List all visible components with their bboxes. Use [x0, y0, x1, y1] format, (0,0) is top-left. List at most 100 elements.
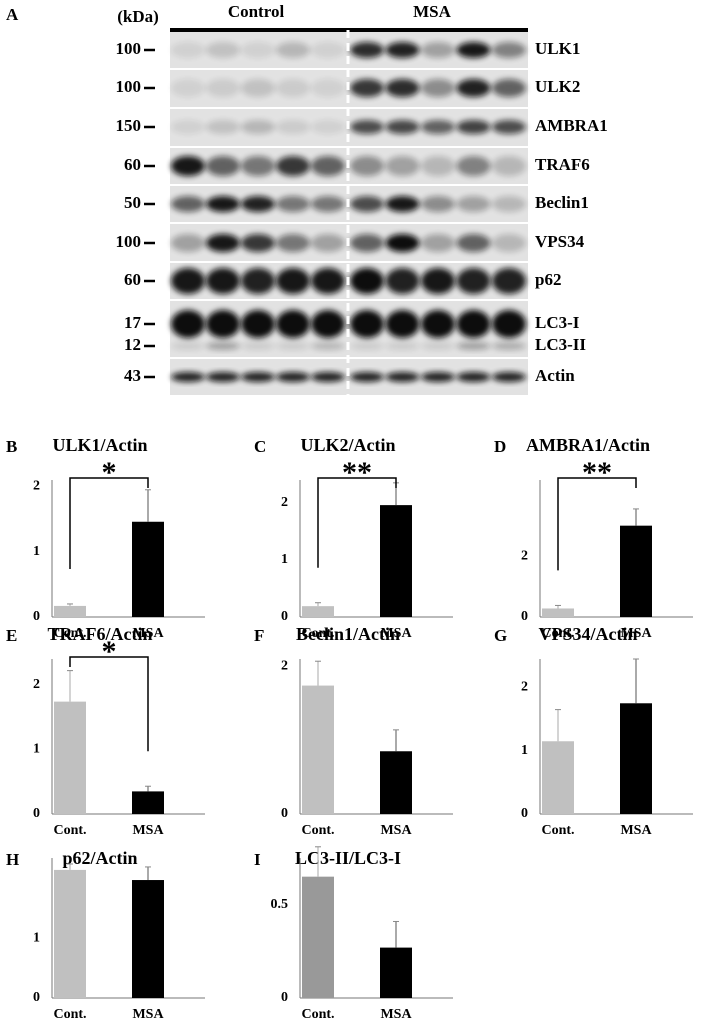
y-tick-label: 2 — [521, 680, 528, 695]
y-tick-label: 1 — [33, 742, 40, 757]
band — [311, 79, 345, 97]
bar — [380, 505, 412, 617]
band — [171, 310, 205, 338]
marker-label: 12 — [124, 335, 141, 354]
y-tick-label: 0 — [281, 806, 288, 821]
band — [206, 79, 240, 97]
x-tick-label: Cont. — [53, 626, 86, 641]
blot: 100 ULK1 100 ULK2 150 AMBRA1 60 TRAF6 50 Beclin1 1… — [116, 28, 608, 395]
band — [311, 372, 345, 382]
x-tick-label: Cont. — [53, 823, 86, 838]
protein-label: Actin — [535, 366, 575, 385]
band — [350, 79, 384, 97]
chart-title: ULK1/Actin — [52, 435, 147, 455]
band — [350, 156, 384, 176]
band — [492, 234, 526, 252]
band — [385, 342, 420, 350]
band — [206, 310, 240, 338]
band — [421, 79, 455, 97]
significance-mark: * — [102, 635, 117, 668]
band — [276, 156, 310, 176]
chart-title: VPS34/Actin — [539, 624, 638, 644]
band — [421, 42, 455, 58]
band — [171, 196, 205, 212]
band — [350, 268, 384, 294]
chart-title: AMBRA1/Actin — [526, 435, 650, 455]
band — [456, 372, 491, 382]
x-tick-label: Cont. — [301, 823, 334, 838]
marker-label: 100 — [116, 77, 142, 96]
y-tick-label: 2 — [521, 548, 528, 563]
group-label: MSA — [413, 2, 452, 21]
y-tick-label: 0.5 — [271, 897, 289, 912]
band — [171, 156, 205, 176]
panel-letter: H — [6, 850, 19, 869]
band — [241, 342, 275, 350]
band — [206, 234, 240, 252]
significance-mark: ** — [342, 456, 372, 489]
marker-label: 17 — [124, 313, 142, 332]
x-tick-label: MSA — [132, 823, 164, 838]
band — [421, 120, 455, 134]
band — [206, 42, 240, 58]
band — [171, 79, 205, 97]
band — [421, 310, 455, 338]
y-tick-label: 2 — [33, 677, 40, 692]
y-tick-label: 0 — [521, 806, 528, 821]
protein-label: p62 — [535, 270, 561, 289]
band — [311, 42, 345, 58]
significance-mark: ** — [582, 456, 612, 489]
band — [171, 372, 205, 382]
significance-bracket — [69, 656, 149, 752]
bar — [542, 608, 574, 617]
band — [492, 196, 526, 212]
band — [311, 156, 345, 176]
x-tick-label: Cont. — [301, 626, 334, 641]
band — [276, 342, 310, 350]
band — [206, 372, 240, 382]
group-label: Control — [228, 2, 285, 21]
bar — [380, 751, 412, 814]
band — [276, 120, 310, 134]
significance-bracket — [557, 477, 637, 571]
band — [311, 268, 345, 294]
band — [421, 156, 455, 176]
band — [171, 120, 205, 134]
band — [276, 196, 310, 212]
y-tick-label: 0 — [521, 609, 528, 624]
chart-title: p62/Actin — [62, 848, 137, 868]
band — [206, 156, 240, 176]
marker-label: 150 — [116, 116, 142, 135]
unit-label: (kDa) — [117, 7, 159, 26]
band — [276, 79, 310, 97]
protein-label: Beclin1 — [535, 193, 589, 212]
bar — [620, 525, 652, 617]
band — [350, 234, 384, 252]
band — [206, 342, 240, 350]
band — [421, 196, 455, 212]
significance-bracket — [69, 477, 149, 569]
band — [241, 310, 275, 338]
band — [456, 120, 491, 134]
band — [241, 79, 275, 97]
band — [421, 342, 455, 350]
band — [276, 372, 310, 382]
band — [311, 234, 345, 252]
bar — [302, 876, 334, 998]
band — [276, 310, 310, 338]
y-tick-label: 1 — [281, 552, 288, 567]
x-tick-label: MSA — [380, 823, 412, 838]
bar — [542, 741, 574, 814]
y-tick-label: 1 — [33, 544, 40, 559]
x-tick-label: Cont. — [541, 823, 574, 838]
band — [421, 268, 455, 294]
y-tick-label: 1 — [521, 743, 528, 758]
marker-label: 50 — [124, 193, 141, 212]
band — [350, 310, 384, 338]
x-tick-label: Cont. — [541, 626, 574, 641]
band — [421, 234, 455, 252]
x-tick-label: Cont. — [53, 1007, 86, 1022]
band — [492, 310, 526, 338]
band — [206, 120, 240, 134]
